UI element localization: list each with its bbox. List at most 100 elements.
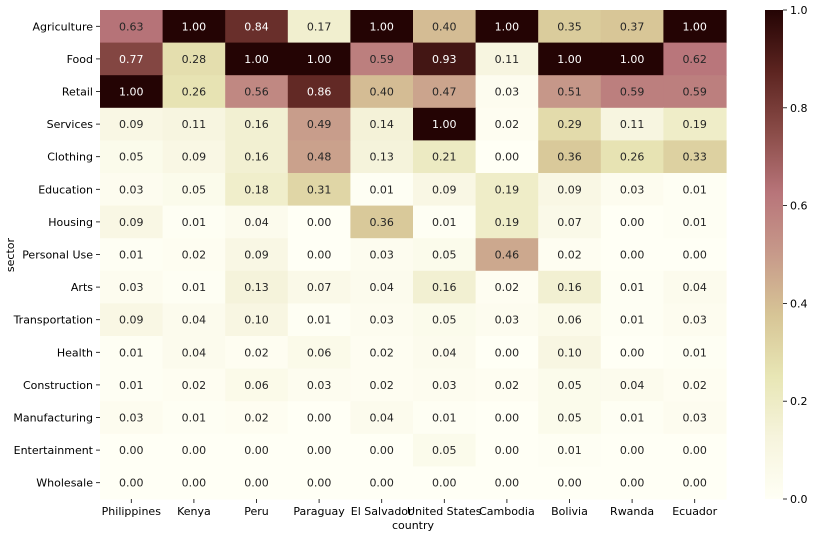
cell-value-label: 0.00 bbox=[307, 412, 332, 425]
heatmap-cell bbox=[350, 10, 414, 44]
heatmap-cell bbox=[475, 303, 539, 337]
heatmap-cell bbox=[600, 368, 664, 402]
cell-value-label: 0.62 bbox=[682, 53, 707, 66]
cell-value-label: 0.40 bbox=[369, 86, 394, 99]
heatmap-cell bbox=[663, 433, 727, 467]
heatmap-cell bbox=[162, 368, 226, 402]
heatmap-cell bbox=[287, 10, 351, 44]
heatmap-cell bbox=[350, 368, 414, 402]
heatmap-cell bbox=[100, 75, 164, 109]
x-tick-label: Philippines bbox=[102, 505, 162, 518]
cell-value-label: 0.16 bbox=[432, 281, 457, 294]
cell-value-label: 0.05 bbox=[432, 314, 457, 327]
heatmap-cell bbox=[663, 107, 727, 141]
heatmap-cell bbox=[162, 238, 226, 272]
y-tick-label: Entertainment bbox=[14, 444, 94, 457]
heatmap-cell bbox=[538, 303, 602, 337]
cell-value-label: 0.04 bbox=[682, 281, 707, 294]
heatmap-cell bbox=[162, 173, 226, 207]
heatmap-cell bbox=[287, 140, 351, 174]
heatmap-cell bbox=[663, 238, 727, 272]
cell-value-label: 0.11 bbox=[182, 118, 207, 131]
heatmap-cell bbox=[475, 75, 539, 109]
heatmap-cell bbox=[100, 107, 164, 141]
heatmap-cell bbox=[600, 466, 664, 500]
heatmap-cell bbox=[413, 173, 477, 207]
cell-value-label: 0.07 bbox=[557, 216, 582, 229]
heatmap-cell bbox=[663, 10, 727, 44]
heatmap-cell bbox=[538, 140, 602, 174]
heatmap-cell bbox=[600, 401, 664, 435]
heatmap-cell bbox=[538, 173, 602, 207]
heatmap-cell bbox=[100, 205, 164, 239]
cell-value-label: 0.02 bbox=[182, 379, 207, 392]
cell-value-label: 1.00 bbox=[495, 20, 520, 33]
heatmap-cell bbox=[287, 75, 351, 109]
cell-value-label: 0.00 bbox=[119, 477, 144, 490]
heatmap-cell bbox=[162, 75, 226, 109]
cell-value-label: 0.01 bbox=[432, 412, 457, 425]
cell-value-label: 0.29 bbox=[557, 118, 582, 131]
cell-value-label: 0.01 bbox=[682, 183, 707, 196]
heatmap-cell bbox=[538, 270, 602, 304]
cell-value-label: 0.03 bbox=[682, 314, 707, 327]
cell-value-label: 0.77 bbox=[119, 53, 144, 66]
cell-value-label: 0.19 bbox=[682, 118, 707, 131]
heatmap-cell bbox=[538, 10, 602, 44]
heatmap-cell bbox=[162, 336, 226, 370]
heatmap-cell bbox=[663, 140, 727, 174]
cell-value-label: 0.07 bbox=[307, 281, 332, 294]
heatmap-cell bbox=[350, 238, 414, 272]
heatmap-cell bbox=[663, 75, 727, 109]
heatmap-cell bbox=[225, 270, 289, 304]
cell-value-label: 0.00 bbox=[682, 477, 707, 490]
cell-value-label: 0.03 bbox=[620, 183, 645, 196]
heatmap-cell bbox=[225, 433, 289, 467]
cell-value-label: 0.00 bbox=[620, 249, 645, 262]
cell-value-label: 0.02 bbox=[495, 379, 520, 392]
y-tick-label: Transportation bbox=[13, 314, 93, 327]
cell-value-label: 0.00 bbox=[307, 249, 332, 262]
heatmap-cell bbox=[413, 401, 477, 435]
cell-value-label: 0.01 bbox=[682, 346, 707, 359]
cell-value-label: 0.86 bbox=[307, 86, 332, 99]
cell-value-label: 0.21 bbox=[432, 151, 457, 164]
colorbar-ticks: 0.0 0.2 0.4 0.6 0.8 1.0 bbox=[783, 4, 808, 506]
cell-value-label: 0.05 bbox=[557, 412, 582, 425]
x-tick-label: Cambodia bbox=[479, 505, 535, 518]
heatmap-cell bbox=[162, 466, 226, 500]
cell-value-label: 0.28 bbox=[182, 53, 207, 66]
heatmap-cell bbox=[600, 270, 664, 304]
heatmap-cell bbox=[287, 303, 351, 337]
heatmap-cell bbox=[475, 140, 539, 174]
heatmap-cell bbox=[538, 466, 602, 500]
heatmap-cell bbox=[538, 433, 602, 467]
heatmap-cell bbox=[475, 42, 539, 76]
x-tick-label: United States bbox=[407, 505, 482, 518]
cell-value-label: 0.35 bbox=[557, 20, 582, 33]
cell-value-label: 0.09 bbox=[432, 183, 457, 196]
heatmap-cell bbox=[162, 10, 226, 44]
cell-value-label: 0.36 bbox=[557, 151, 582, 164]
heatmap-cell bbox=[538, 42, 602, 76]
cell-value-label: 0.01 bbox=[307, 314, 332, 327]
cell-value-label: 0.02 bbox=[682, 379, 707, 392]
cell-value-label: 0.03 bbox=[119, 412, 144, 425]
heatmap-cell bbox=[225, 238, 289, 272]
heatmap-cell bbox=[538, 368, 602, 402]
heatmap-cell bbox=[663, 42, 727, 76]
cell-value-label: 0.00 bbox=[682, 249, 707, 262]
heatmap-cell bbox=[287, 336, 351, 370]
heatmap-cell bbox=[350, 173, 414, 207]
y-tick-label: Agriculture bbox=[33, 20, 94, 33]
x-tick-label: Bolivia bbox=[551, 505, 588, 518]
heatmap-cell bbox=[287, 401, 351, 435]
x-tick-labels: Philippines Kenya Peru Paraguay El SalvadorU… bbox=[102, 499, 718, 518]
heatmap-cell bbox=[538, 238, 602, 272]
heatmap-cells: 0.63 1.00 0.84 0.17 1.00 0.40 1.00 0.35 0.37 1.00… bbox=[100, 10, 727, 500]
cell-value-label: 0.02 bbox=[557, 249, 582, 262]
cell-value-label: 0.26 bbox=[620, 151, 645, 164]
cell-value-label: 0.03 bbox=[682, 412, 707, 425]
heatmap-cell bbox=[350, 401, 414, 435]
